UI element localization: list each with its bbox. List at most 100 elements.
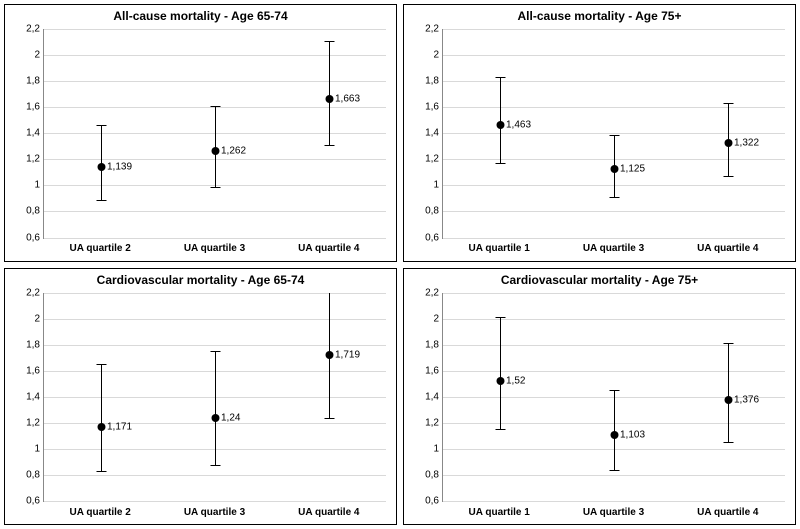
ci-cap-upper — [495, 77, 505, 78]
gridline — [443, 238, 785, 239]
value-label: 1,24 — [221, 412, 240, 423]
y-tick-label: 1,8 — [405, 339, 439, 350]
value-label: 1,262 — [221, 146, 246, 157]
ci-cap-lower — [210, 465, 220, 466]
y-tick-label: 0,6 — [6, 232, 40, 243]
x-category-label: UA quartile 4 — [298, 243, 359, 254]
data-point: 1,463 — [500, 29, 501, 238]
value-label: 1,376 — [734, 394, 759, 405]
ci-cap-upper — [96, 125, 106, 126]
ci-cap-lower — [609, 470, 619, 471]
panel-allcause-75plus: All-cause mortality - Age 75+ 0,60,811,2… — [403, 4, 796, 262]
y-tick-label: 1,4 — [405, 128, 439, 139]
plot-area-bl: 0,60,811,21,41,61,822,21,1711,241,719 — [43, 293, 386, 503]
ci-cap-lower — [96, 200, 106, 201]
ci-cap-lower — [723, 442, 733, 443]
marker-icon — [97, 163, 105, 171]
plot-wrap: 0,60,811,21,41,61,822,21,4631,1251,322 U… — [404, 25, 795, 261]
y-tick-label: 2,2 — [6, 24, 40, 35]
plot-wrap: 0,60,811,21,41,61,822,21,521,1031,376 UA… — [404, 289, 795, 525]
data-point: 1,171 — [101, 293, 102, 502]
ci-cap-upper — [495, 317, 505, 318]
value-label: 1,171 — [107, 421, 132, 432]
marker-icon — [325, 95, 333, 103]
data-point: 1,663 — [329, 29, 330, 238]
ci-cap-lower — [495, 163, 505, 164]
x-category-label: UA quartile 4 — [697, 243, 758, 254]
data-point: 1,322 — [728, 29, 729, 238]
y-tick-label: 2 — [6, 50, 40, 61]
ci-cap-upper — [609, 135, 619, 136]
ci-cap-lower — [96, 471, 106, 472]
y-tick-label: 1,6 — [405, 365, 439, 376]
value-label: 1,463 — [506, 120, 531, 131]
ci-cap-lower — [324, 145, 334, 146]
x-category-label: UA quartile 4 — [298, 507, 359, 518]
ci-bar — [101, 364, 102, 471]
y-tick-label: 1,4 — [405, 391, 439, 402]
marker-icon — [211, 414, 219, 422]
marker-icon — [610, 431, 618, 439]
marker-icon — [211, 147, 219, 155]
panel-title: All-cause mortality - Age 75+ — [404, 5, 795, 25]
data-point: 1,103 — [614, 293, 615, 502]
x-category-label: UA quartile 3 — [583, 507, 644, 518]
x-labels-tl: UA quartile 2UA quartile 3UA quartile 4 — [43, 241, 386, 257]
x-category-label: UA quartile 1 — [469, 243, 530, 254]
plot-wrap: 0,60,811,21,41,61,822,21,1711,241,719 UA… — [5, 289, 396, 525]
panel-title: Cardiovascular mortality - Age 65-74 — [5, 269, 396, 289]
value-label: 1,52 — [506, 376, 525, 387]
y-tick-label: 1,2 — [405, 154, 439, 165]
y-tick-label: 0,8 — [405, 469, 439, 480]
panel-title: All-cause mortality - Age 65-74 — [5, 5, 396, 25]
marker-icon — [724, 139, 732, 147]
y-tick-label: 1 — [6, 180, 40, 191]
ci-bar — [215, 351, 216, 464]
y-tick-label: 2 — [405, 313, 439, 324]
y-tick-label: 1,8 — [6, 339, 40, 350]
y-tick-label: 1,6 — [405, 102, 439, 113]
value-label: 1,719 — [335, 350, 360, 361]
data-point: 1,719 — [329, 293, 330, 502]
panel-allcause-65-74: All-cause mortality - Age 65-74 0,6 0,8 1 1… — [4, 4, 397, 262]
x-category-label: UA quartile 3 — [184, 507, 245, 518]
y-tick-label: 1,6 — [6, 102, 40, 113]
panel-cv-75plus: Cardiovascular mortality - Age 75+ 0,6 0,… — [403, 268, 796, 526]
y-tick-label: 1,4 — [6, 128, 40, 139]
gridline — [443, 501, 785, 502]
data-point: 1,262 — [215, 29, 216, 238]
marker-icon — [724, 396, 732, 404]
marker-icon — [496, 377, 504, 385]
ci-bar — [329, 41, 330, 145]
y-tick-label: 2 — [6, 313, 40, 324]
ci-bar — [614, 390, 615, 469]
value-label: 1,139 — [107, 162, 132, 173]
chart-grid: All-cause mortality - Age 65-74 0,6 0,8 1 1… — [0, 0, 800, 529]
panel-title: Cardiovascular mortality - Age 75+ — [404, 269, 795, 289]
y-tick-label: 0,6 — [405, 496, 439, 507]
y-tick-label: 1 — [405, 180, 439, 191]
value-label: 1,322 — [734, 138, 759, 149]
ci-cap-upper — [723, 343, 733, 344]
plot-wrap: 0,60,811,21,41,61,822,21,1391,2621,663 U… — [5, 25, 396, 261]
x-category-label: UA quartile 3 — [184, 243, 245, 254]
x-labels-bl: UA quartile 2UA quartile 3UA quartile 4 — [43, 504, 386, 520]
y-tick-label: 2,2 — [405, 287, 439, 298]
y-tick-label: 1,2 — [405, 417, 439, 428]
y-tick-label: 1,6 — [6, 365, 40, 376]
data-point: 1,24 — [215, 293, 216, 502]
y-tick-label: 2 — [405, 50, 439, 61]
marker-icon — [610, 165, 618, 173]
x-category-label: UA quartile 4 — [697, 507, 758, 518]
y-tick-label: 2,2 — [6, 287, 40, 298]
y-tick-label: 0,8 — [6, 206, 40, 217]
y-tick-label: 2,2 — [405, 24, 439, 35]
y-tick-label: 0,6 — [405, 232, 439, 243]
value-label: 1,103 — [620, 430, 645, 441]
data-point: 1,125 — [614, 29, 615, 238]
value-label: 1,663 — [335, 93, 360, 104]
plot-area-tl: 0,60,811,21,41,61,822,21,1391,2621,663 — [43, 29, 386, 239]
ci-cap-lower — [210, 187, 220, 188]
value-label: 1,125 — [620, 164, 645, 175]
x-category-label: UA quartile 1 — [469, 507, 530, 518]
